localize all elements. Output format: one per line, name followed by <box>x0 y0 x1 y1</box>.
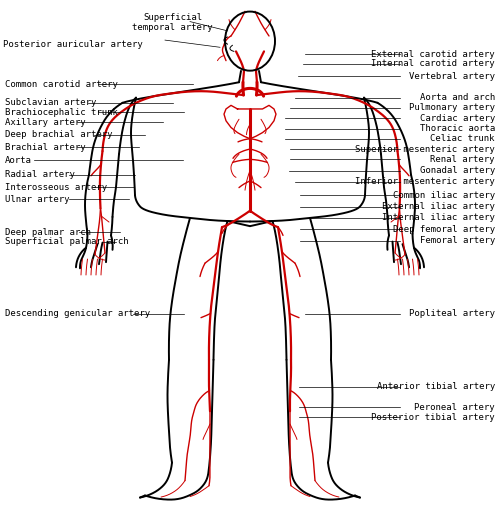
Text: Axillary artery: Axillary artery <box>5 118 86 127</box>
Text: Radial artery: Radial artery <box>5 170 75 179</box>
Text: Peroneal artery: Peroneal artery <box>414 402 495 412</box>
Text: Internal carotid artery: Internal carotid artery <box>372 59 495 68</box>
Text: Celiac trunk: Celiac trunk <box>430 134 495 143</box>
Text: External iliac artery: External iliac artery <box>382 202 495 211</box>
Text: Brachial artery: Brachial artery <box>5 142 86 152</box>
Text: Deep palmar arch: Deep palmar arch <box>5 228 91 237</box>
Text: Superficial palmar arch: Superficial palmar arch <box>5 237 128 246</box>
Text: Renal artery: Renal artery <box>430 155 495 164</box>
Text: Posterior auricular artery: Posterior auricular artery <box>2 40 142 49</box>
Text: Deep brachial artery: Deep brachial artery <box>5 130 112 139</box>
Text: Brachiocephalic trunk: Brachiocephalic trunk <box>5 107 118 117</box>
Text: Gonadal artery: Gonadal artery <box>420 166 495 175</box>
Text: Deep femoral artery: Deep femoral artery <box>393 225 495 234</box>
Text: Thoracic aorta: Thoracic aorta <box>420 124 495 133</box>
Text: Popliteal artery: Popliteal artery <box>409 309 495 318</box>
Text: Femoral artery: Femoral artery <box>420 236 495 245</box>
Text: Superficial
temporal artery: Superficial temporal artery <box>132 13 213 32</box>
Text: Ulnar artery: Ulnar artery <box>5 195 70 204</box>
Text: Superior mesenteric artery: Superior mesenteric artery <box>355 144 495 154</box>
Text: Inferior mesenteric artery: Inferior mesenteric artery <box>355 177 495 187</box>
Text: Subclavian artery: Subclavian artery <box>5 98 96 107</box>
Text: Internal iliac artery: Internal iliac artery <box>382 213 495 223</box>
Text: Descending genicular artery: Descending genicular artery <box>5 309 150 318</box>
Text: Interosseous artery: Interosseous artery <box>5 182 107 192</box>
Text: Vertebral artery: Vertebral artery <box>409 71 495 81</box>
Text: Common iliac artery: Common iliac artery <box>393 191 495 200</box>
Text: External carotid artery: External carotid artery <box>372 50 495 59</box>
Text: Aorta: Aorta <box>5 156 32 165</box>
Text: Cardiac artery: Cardiac artery <box>420 114 495 123</box>
Text: Posterior tibial artery: Posterior tibial artery <box>372 413 495 422</box>
Text: Pulmonary artery: Pulmonary artery <box>409 103 495 113</box>
Text: Anterior tibial artery: Anterior tibial artery <box>377 382 495 391</box>
Text: Aorta and arch: Aorta and arch <box>420 93 495 102</box>
Text: Common carotid artery: Common carotid artery <box>5 80 118 89</box>
